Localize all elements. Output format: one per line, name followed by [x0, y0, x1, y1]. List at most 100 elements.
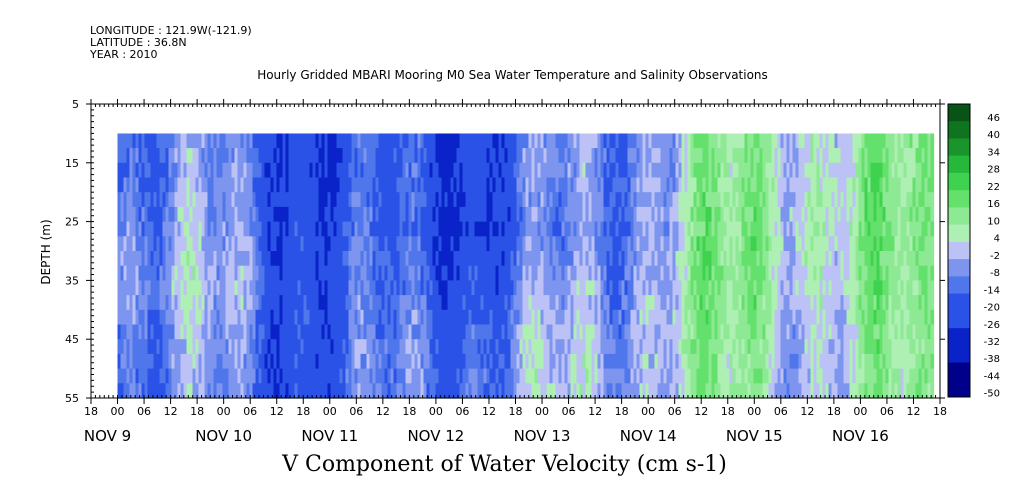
- heat-cell: [816, 221, 821, 237]
- heat-cell: [330, 192, 335, 208]
- heat-cell: [747, 251, 752, 267]
- heat-cell: [369, 324, 374, 340]
- heat-cell: [783, 295, 788, 311]
- heat-cell: [465, 236, 470, 252]
- heat-cell: [828, 236, 833, 252]
- heat-cell: [504, 148, 509, 164]
- heat-cell: [852, 353, 857, 370]
- heat-cell: [819, 280, 824, 296]
- heat-cell: [153, 353, 158, 370]
- heat-cell: [147, 295, 152, 311]
- heat-cell: [588, 177, 593, 193]
- heat-cell: [174, 206, 179, 223]
- heat-cell: [240, 133, 245, 149]
- heat-cell: [804, 383, 809, 399]
- heat-cell: [120, 265, 125, 281]
- heat-cell: [297, 383, 302, 399]
- heat-cell: [891, 265, 896, 281]
- heat-cell: [873, 221, 878, 237]
- heat-cell: [279, 206, 284, 223]
- heat-cell: [579, 206, 584, 223]
- heat-cell: [720, 324, 725, 340]
- heat-cell: [426, 309, 431, 326]
- heat-cell: [642, 324, 647, 340]
- heat-cell: [396, 251, 401, 267]
- heat-cell: [408, 339, 413, 355]
- heat-cell: [357, 206, 362, 223]
- heat-cell: [174, 221, 179, 237]
- heat-cell: [780, 309, 785, 326]
- heat-cell: [708, 192, 713, 208]
- heat-cell: [723, 206, 728, 223]
- heat-cell: [777, 280, 782, 296]
- heat-cell: [186, 383, 191, 399]
- heat-cell: [300, 265, 305, 281]
- heat-cell: [900, 206, 905, 223]
- heat-cell: [234, 353, 239, 370]
- heat-cell: [834, 221, 839, 237]
- heat-cell: [357, 295, 362, 311]
- heat-cell: [144, 148, 149, 164]
- heat-cell: [774, 221, 779, 237]
- heat-cell: [849, 265, 854, 281]
- heat-cell: [684, 148, 689, 164]
- heat-cell: [366, 383, 371, 399]
- heat-cell: [240, 280, 245, 296]
- heat-cell: [723, 265, 728, 281]
- heat-cell: [735, 295, 740, 311]
- heat-cell: [840, 251, 845, 267]
- heat-cell: [120, 236, 125, 252]
- heat-cell: [759, 324, 764, 340]
- heat-cell: [417, 192, 422, 208]
- heat-cell: [204, 383, 209, 399]
- heat-cell: [150, 353, 155, 370]
- heat-cell: [399, 353, 404, 370]
- heat-cell: [741, 192, 746, 208]
- heat-cell: [141, 353, 146, 370]
- heat-cell: [912, 295, 917, 311]
- heat-cell: [636, 339, 641, 355]
- heat-cell: [126, 383, 131, 399]
- heat-cell: [906, 368, 911, 384]
- heat-cell: [174, 383, 179, 399]
- heat-cell: [861, 133, 866, 149]
- heat-cell: [480, 368, 485, 384]
- heat-cell: [273, 383, 278, 399]
- heat-cell: [462, 206, 467, 223]
- heat-cell: [507, 309, 512, 326]
- heat-cell: [492, 177, 497, 193]
- heat-cell: [345, 295, 350, 311]
- heat-cell: [456, 206, 461, 223]
- heat-cell: [345, 133, 350, 149]
- heat-cell: [591, 353, 596, 370]
- heat-cell: [495, 309, 500, 326]
- heat-cell: [873, 295, 878, 311]
- heat-cell: [171, 206, 176, 223]
- heat-cell: [414, 192, 419, 208]
- heat-cell: [558, 206, 563, 223]
- heat-cell: [360, 133, 365, 149]
- heat-cell: [708, 162, 713, 179]
- heat-cell: [504, 353, 509, 370]
- heat-cell: [606, 353, 611, 370]
- heat-cell: [534, 265, 539, 281]
- heat-cell: [195, 368, 200, 384]
- heat-cell: [648, 383, 653, 399]
- heat-cell: [453, 353, 458, 370]
- heat-cell: [666, 133, 671, 149]
- heat-cell: [615, 133, 620, 149]
- heat-cell: [300, 236, 305, 252]
- heat-cell: [840, 236, 845, 252]
- heat-cell: [429, 236, 434, 252]
- heat-cell: [303, 148, 308, 164]
- heat-cell: [366, 339, 371, 355]
- heat-cell: [147, 251, 152, 267]
- heat-cell: [441, 148, 446, 164]
- heat-cell: [873, 236, 878, 252]
- heat-cell: [144, 177, 149, 193]
- heat-cell: [177, 177, 182, 193]
- heat-cell: [513, 383, 518, 399]
- heat-cell: [276, 251, 281, 267]
- heat-cell: [504, 368, 509, 384]
- heat-cell: [723, 192, 728, 208]
